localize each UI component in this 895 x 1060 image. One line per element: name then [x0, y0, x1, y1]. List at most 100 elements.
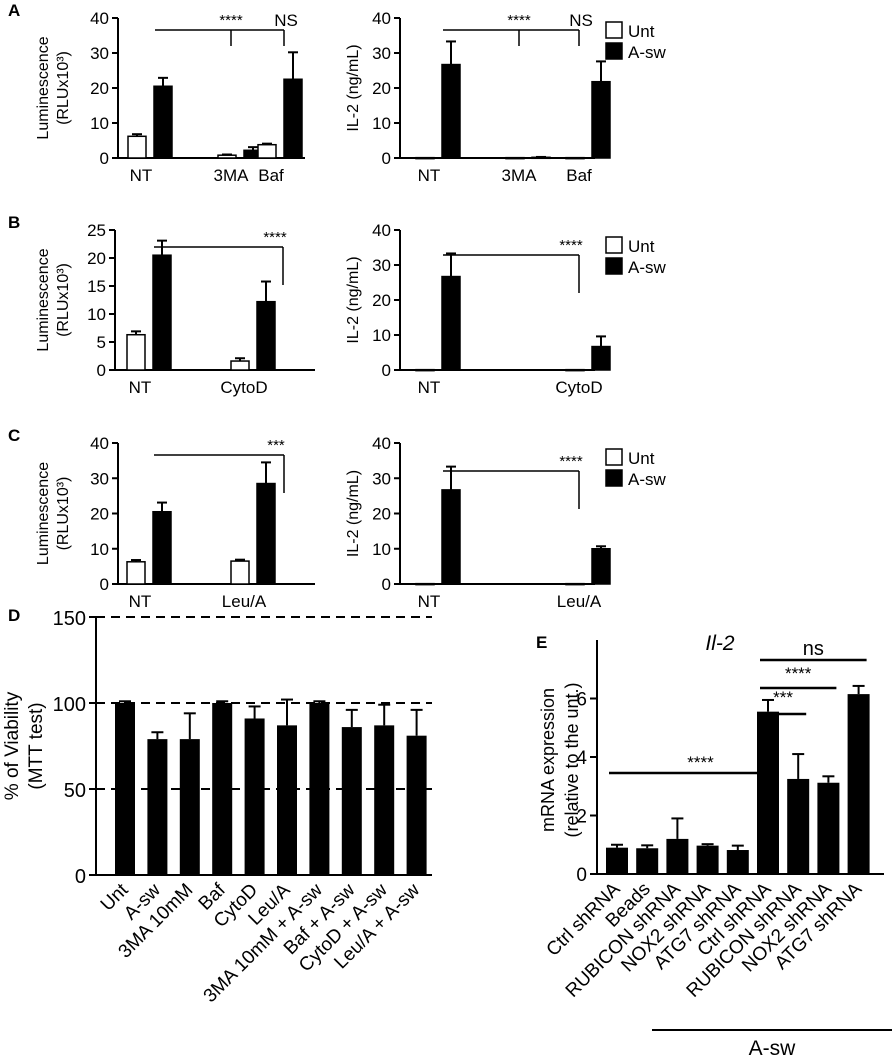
- bar: [726, 850, 749, 874]
- bar-a-sw: [591, 80, 611, 159]
- bar: [277, 725, 297, 875]
- legend-swatch-asw: [605, 42, 623, 60]
- legend-label-unt: Unt: [628, 22, 655, 41]
- chart-a2: 0 10 20 30 40 IL-2 (ng/mL) NT 3MA Baf **** NS: [345, 9, 611, 185]
- y-tick-label: 20: [372, 79, 391, 98]
- y-tick-label: 20: [87, 249, 106, 268]
- y-tick-label: 15: [87, 277, 106, 296]
- legend-swatch-unt: [605, 236, 623, 254]
- bar-unt: [415, 368, 435, 372]
- bar-a-sw: [591, 548, 611, 585]
- x-tick-label: CytoD: [220, 378, 267, 397]
- y-axis-label: (MTT test): [26, 702, 47, 789]
- y-tick-label: 10: [90, 540, 109, 559]
- legend-swatch-asw: [605, 257, 623, 275]
- panel-label: C: [8, 426, 20, 445]
- y-axis-label: (RLUx10³): [55, 263, 72, 337]
- significance-label: ***: [773, 688, 793, 707]
- x-tick-label: Baf: [566, 166, 592, 185]
- legend-label-asw: A-sw: [628, 43, 667, 62]
- legend-label-asw: A-sw: [628, 258, 667, 277]
- bar-unt: [415, 582, 435, 586]
- y-tick-label: 30: [90, 469, 109, 488]
- bar-unt: [230, 360, 250, 371]
- x-tick-label: NT: [418, 592, 441, 611]
- x-tick-label: Leu/A: [557, 592, 602, 611]
- chart-b2: 0 10 20 30 40 IL-2 (ng/mL) NT CytoD ****: [345, 221, 611, 397]
- legend-label-unt: Unt: [628, 449, 655, 468]
- panel-label: B: [8, 213, 20, 232]
- chart-c2: 0 10 20 30 40 IL-2 (ng/mL) NT Leu/A ****: [345, 434, 611, 611]
- chart-b1: 0 5 10 15 20 25 Luminescence (RLUx10³) NT CytoD **…: [8, 213, 315, 397]
- significance-label: ****: [507, 12, 531, 29]
- y-axis-label: (relative to the unt.): [562, 682, 582, 837]
- bar-unt: [415, 156, 435, 160]
- y-axis-label: (RLUx10³): [55, 477, 72, 551]
- y-axis-label: mRNA expression: [538, 688, 558, 832]
- bar-unt: [565, 582, 585, 586]
- significance-label: ns: [803, 638, 824, 660]
- bar: [757, 711, 779, 874]
- panel-label: E: [536, 633, 547, 652]
- y-tick-label: 20: [90, 79, 109, 98]
- y-tick-label: 40: [372, 221, 391, 240]
- chart-a1: 0 10 20 30 40 Luminescence (RLUx10³) NT 3MA Baf **…: [8, 1, 305, 185]
- y-tick-label: 30: [372, 469, 391, 488]
- y-tick-label: 4: [576, 748, 587, 769]
- x-tick-label: NT: [130, 166, 153, 185]
- bar: [606, 847, 628, 874]
- y-tick-label: 10: [87, 305, 106, 324]
- bar-a-sw: [256, 482, 276, 585]
- x-tick-label: Baf: [258, 166, 284, 185]
- bar: [147, 739, 168, 875]
- bar: [817, 782, 840, 874]
- y-tick-label: 50: [64, 780, 86, 802]
- bar: [212, 703, 233, 875]
- y-tick-label: 0: [97, 361, 106, 380]
- legend-swatch-asw: [605, 469, 623, 487]
- y-tick-label: 10: [372, 540, 391, 559]
- y-tick-label: 40: [90, 9, 109, 28]
- bar-a-sw: [441, 489, 461, 585]
- y-axis-label: Luminescence: [35, 36, 52, 139]
- bar: [179, 739, 200, 875]
- y-axis-label: (RLUx10³): [55, 51, 72, 125]
- y-axis-label: % of Viability: [2, 691, 23, 800]
- y-tick-label: 2: [576, 807, 587, 828]
- significance-label: ****: [687, 753, 714, 772]
- bar-unt: [565, 368, 585, 372]
- x-tick-label: NT: [129, 592, 152, 611]
- bar-a-sw: [441, 63, 461, 159]
- bar: [847, 694, 870, 874]
- y-tick-label: 20: [372, 291, 391, 310]
- bar-unt: [127, 135, 147, 159]
- bar: [666, 838, 689, 874]
- y-tick-label: 0: [382, 149, 391, 168]
- bar: [787, 778, 810, 874]
- y-tick-label: 0: [100, 149, 109, 168]
- y-axis-label: IL-2 (ng/mL): [345, 256, 362, 343]
- y-tick-label: 6: [576, 690, 587, 711]
- x-tick-label: Leu/A: [222, 592, 267, 611]
- bar-unt: [126, 333, 146, 371]
- bar-unt: [505, 156, 525, 160]
- x-tick-label: NT: [129, 378, 152, 397]
- y-tick-label: 10: [372, 114, 391, 133]
- bar-unt: [565, 156, 585, 160]
- y-tick-label: 30: [90, 44, 109, 63]
- panel-label: D: [8, 606, 20, 625]
- chart-c1: 0 10 20 30 40 Luminescence (RLUx10³) NT Leu/A ***…: [8, 426, 315, 611]
- legend: Unt A-sw: [605, 21, 667, 62]
- bar-a-sw: [591, 345, 611, 371]
- significance-label: NS: [274, 11, 298, 30]
- bar: [341, 727, 362, 875]
- significance-label: ****: [559, 453, 583, 470]
- y-tick-label: 0: [576, 865, 587, 886]
- bar-unt: [257, 143, 277, 159]
- y-tick-label: 30: [372, 44, 391, 63]
- legend: Unt A-sw: [605, 236, 667, 277]
- y-tick-label: 10: [90, 114, 109, 133]
- bar: [696, 845, 719, 874]
